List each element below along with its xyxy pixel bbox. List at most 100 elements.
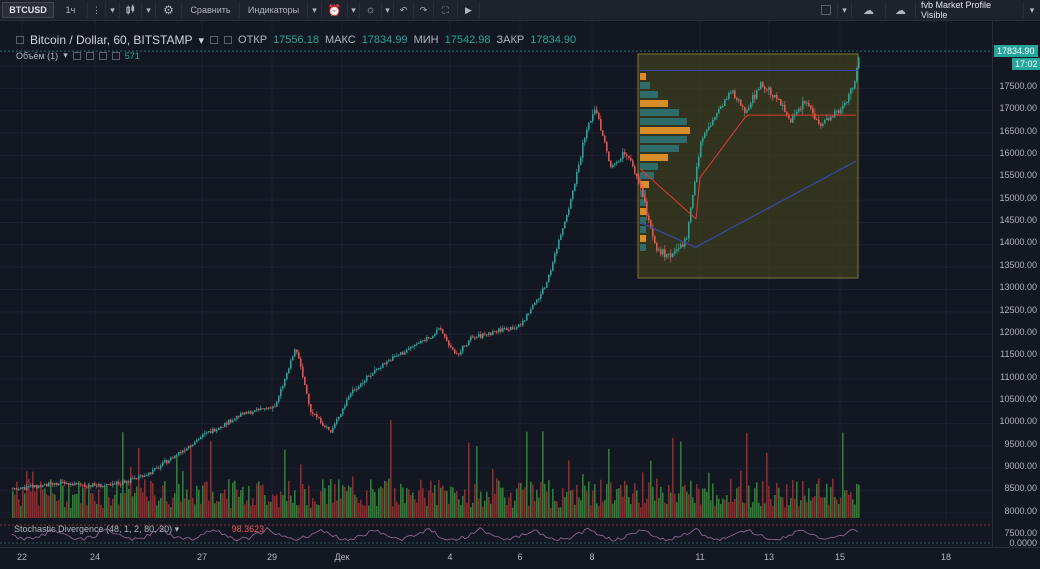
symbol-input[interactable]: BTCUSD <box>2 2 54 18</box>
price-axis[interactable]: 17500.00 17000.00 16500.00 16000.00 15500.00… <box>992 21 1040 548</box>
close-square-icon[interactable] <box>224 36 233 44</box>
candle-body <box>224 422 226 427</box>
candle-body <box>422 340 424 342</box>
fullscreen-icon[interactable]: ⛶ <box>434 2 458 18</box>
volume-bar <box>594 483 596 518</box>
volume-bar <box>430 480 432 518</box>
candle-body <box>188 445 190 449</box>
candle-body <box>562 228 564 235</box>
volume-bar <box>526 431 528 518</box>
gear-icon[interactable]: ⚙ <box>156 2 182 18</box>
volume-bar <box>814 496 816 518</box>
candle-body <box>74 483 76 486</box>
candle-body <box>384 363 386 365</box>
compare-button[interactable]: Сравнить <box>182 2 240 18</box>
close-square-icon[interactable] <box>98 51 107 60</box>
chevron-down-icon[interactable]: ▾ <box>198 34 205 47</box>
settings-square-icon[interactable] <box>210 36 219 44</box>
candles-icon[interactable] <box>120 2 142 18</box>
volume-bar <box>834 497 836 518</box>
candle-body <box>354 389 356 391</box>
candle-body <box>674 250 676 254</box>
candle-body <box>348 396 350 400</box>
time-axis[interactable]: 22 24 27 29 Дек 4 6 8 11 13 15 18 <box>0 547 1040 569</box>
candle-body <box>266 408 268 410</box>
volume-bar <box>458 499 460 518</box>
market-profile-box <box>637 53 859 279</box>
volume-bar <box>90 493 92 518</box>
candle-body <box>838 110 840 114</box>
candle-body <box>652 228 654 237</box>
layout-icon[interactable] <box>814 2 838 18</box>
chevron-down-icon[interactable]: ▾ <box>382 2 394 18</box>
volume-bar <box>252 498 254 518</box>
profile-bar <box>640 100 668 107</box>
candle-body <box>406 350 408 353</box>
candle-body <box>102 486 104 488</box>
volume-bar <box>396 501 398 518</box>
volume-bar <box>268 501 270 518</box>
settings-square-icon[interactable] <box>85 51 94 60</box>
volume-bar <box>680 441 682 518</box>
chart-area[interactable] <box>0 21 992 547</box>
candle-body <box>314 413 316 415</box>
symbol-title[interactable]: Bitcoin / Dollar, 60, BITSTAMP <box>30 33 193 47</box>
volume-bar <box>672 437 674 518</box>
candle-body <box>848 94 850 103</box>
candle-body <box>544 287 546 289</box>
more-icon[interactable]: ⋮ <box>88 2 106 18</box>
chevron-down-icon[interactable]: ▾ <box>308 2 322 18</box>
interval-select[interactable]: 1ч <box>54 2 88 18</box>
indicators-button[interactable]: Индикаторы <box>240 2 308 18</box>
chevron-down-icon[interactable]: ▾ <box>348 2 360 18</box>
volume-bar <box>344 486 346 518</box>
volume-bar <box>334 484 336 518</box>
collapse-icon[interactable] <box>16 36 24 44</box>
candle-body <box>586 129 588 139</box>
chart-legend: Bitcoin / Dollar, 60, BITSTAMP ▾ ОТКР 175… <box>16 33 576 47</box>
candle-body <box>340 413 342 418</box>
volume-bar <box>164 480 166 518</box>
idea-icon[interactable]: ☼ <box>360 2 382 18</box>
play-icon[interactable]: ▶ <box>458 2 480 18</box>
volume-bar <box>678 493 680 518</box>
volume-bar <box>206 481 208 518</box>
volume-label[interactable]: Объём (1) <box>16 50 59 61</box>
more-square-icon[interactable] <box>111 51 120 60</box>
candle-body <box>772 95 774 98</box>
volume-bar <box>160 498 162 518</box>
volume-bar <box>102 507 104 518</box>
candle-body <box>574 184 576 191</box>
candle-body <box>592 114 594 122</box>
candle-body <box>564 221 566 229</box>
chevron-down-icon[interactable]: ▾ <box>1029 4 1035 15</box>
candle-body <box>804 100 806 104</box>
eye-square-icon[interactable] <box>72 51 81 60</box>
volume-bar <box>190 444 192 518</box>
chevron-down-icon[interactable]: ▾ <box>63 50 68 60</box>
volume-bar <box>56 500 58 518</box>
chevron-down-icon[interactable]: ▾ <box>106 2 120 18</box>
chevron-down-icon[interactable]: ▾ <box>142 2 156 18</box>
cloud-upload-icon[interactable]: ☁ <box>886 2 916 18</box>
cloud-icon[interactable]: ☁ <box>852 2 886 18</box>
volume-bar <box>804 495 806 518</box>
volume-bar <box>156 505 158 518</box>
volume-bar <box>36 484 38 518</box>
redo-icon[interactable]: ↷ <box>414 2 434 18</box>
chevron-down-icon[interactable]: ▾ <box>174 524 180 534</box>
volume-bar <box>330 478 332 518</box>
profile-select[interactable]: fvb Market Profile Visible <box>916 0 1024 20</box>
stochastic-label[interactable]: Stochastic Divergence (48, 1, 2, 80, 20) <box>14 524 173 534</box>
candle-body <box>700 141 702 157</box>
volume-bar <box>424 497 426 518</box>
candle-body <box>514 328 516 330</box>
price-chart[interactable] <box>0 21 992 547</box>
volume-bar <box>742 502 744 518</box>
candle-body <box>48 482 50 487</box>
undo-icon[interactable]: ↶ <box>394 2 414 18</box>
alert-icon[interactable]: ⏰ <box>322 2 348 18</box>
candle-body <box>534 302 536 306</box>
volume-bar <box>270 501 272 518</box>
chevron-down-icon[interactable]: ▾ <box>838 2 852 18</box>
